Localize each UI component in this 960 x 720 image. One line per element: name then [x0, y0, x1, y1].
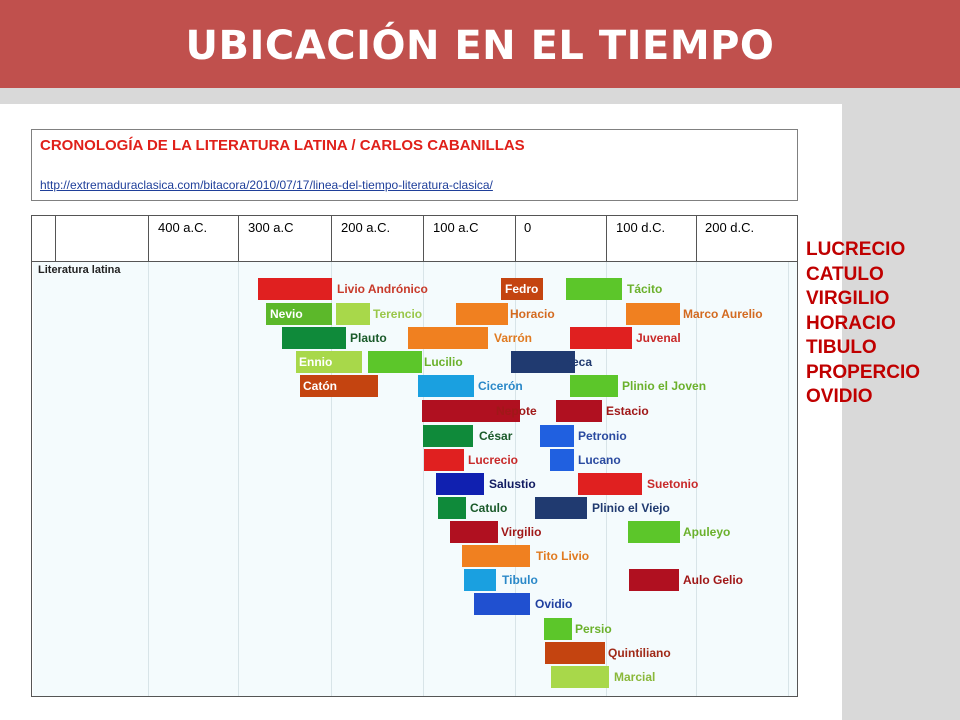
- side-item-ovidio: OVIDIO: [806, 386, 873, 407]
- highlighted-authors-list: LUCRECIO CATULO VIRGILIO HORACIO TIBULO …: [806, 238, 920, 410]
- bar-aulo-gelio: [629, 569, 679, 591]
- bar-plinio-el-joven: [570, 375, 618, 397]
- label-persio: Persio: [575, 622, 612, 636]
- label-juvenal: Juvenal: [636, 331, 681, 345]
- label-nevio: Nevio: [270, 307, 303, 321]
- label-ciceron: Cicerón: [478, 379, 523, 393]
- label-seneca: Séneca: [550, 355, 593, 369]
- bar-catulo: [438, 497, 466, 519]
- column-header-200-dc: 200 d.C.: [705, 220, 755, 235]
- label-fedro: Fedro: [505, 282, 539, 296]
- label-apuleyo: Apuleyo: [683, 525, 731, 539]
- bar-ciceron: [418, 375, 474, 397]
- column-header-100-dc: 100 d.C.: [616, 220, 666, 235]
- chronology-title: CRONOLOGÍA DE LA LITERATURA LATINA / CAR…: [40, 137, 525, 154]
- label-estacio: Estacio: [606, 404, 649, 418]
- bar-cesar: [423, 425, 473, 447]
- label-lucilio: Lucilio: [424, 355, 463, 369]
- source-link[interactable]: http://extremaduraclasica.com/bitacora/2…: [40, 178, 493, 192]
- bar-juvenal: [570, 327, 632, 349]
- bar-suetonio: [578, 473, 642, 495]
- label-tacito: Tácito: [627, 282, 663, 296]
- label-livio-andronico: Livio Andrónico: [337, 282, 428, 296]
- bar-apuleyo: [628, 521, 680, 543]
- bar-lucrecio: [424, 449, 464, 471]
- label-marco-aurelio: Marco Aurelio: [683, 307, 763, 321]
- slide-title: UBICACIÓN EN EL TIEMPO: [185, 23, 775, 69]
- column-header-200-ac: 200 a.C.: [341, 220, 391, 235]
- label-lucano: Lucano: [578, 453, 621, 467]
- bar-ennio: [296, 351, 362, 373]
- bar-plinio-el-viejo: [535, 497, 587, 519]
- label-ennio: Ennio: [299, 355, 333, 369]
- column-header-300-ac: 300 a.C: [248, 220, 294, 235]
- label-petronio: Petronio: [578, 429, 627, 443]
- label-virgilio: Virgilio: [501, 525, 542, 539]
- label-tibulo: Tibulo: [502, 573, 538, 587]
- bar-quintiliano: [545, 642, 605, 664]
- label-varron: Varrón: [494, 331, 533, 345]
- label-horacio: Horacio: [510, 307, 555, 321]
- chronology-header-box: CRONOLOGÍA DE LA LITERATURA LATINA / CAR…: [31, 129, 798, 201]
- bar-varron: [408, 327, 488, 349]
- side-item-virgilio: VIRGILIO: [806, 288, 890, 309]
- label-catulo: Catulo: [470, 501, 508, 515]
- bar-plauto: [282, 327, 346, 349]
- bar-terencio: [336, 303, 370, 325]
- label-tito-livio: Tito Livio: [536, 549, 590, 563]
- bar-nevio: [266, 303, 332, 325]
- timeline-table-border: [31, 215, 798, 697]
- bar-lucilio: [368, 351, 422, 373]
- bar-horacio: [456, 303, 508, 325]
- side-item-propercio: PROPERCIO: [806, 361, 921, 383]
- row-label-literatura-latina: Literatura latina: [38, 264, 121, 276]
- bar-ovidio: [474, 593, 530, 615]
- bar-marco-aurelio: [626, 303, 680, 325]
- bar-tibulo: [464, 569, 496, 591]
- side-item-horacio: HORACIO: [806, 312, 896, 334]
- label-plinio-el-joven: Plinio el Joven: [622, 379, 707, 393]
- bar-virgilio: [450, 521, 498, 543]
- bar-marcial: [551, 666, 609, 688]
- label-suetonio: Suetonio: [647, 477, 699, 491]
- label-nepote: Nepote: [496, 404, 537, 418]
- bar-tacito: [566, 278, 622, 300]
- bar-petronio: [540, 425, 574, 447]
- label-cesar: César: [479, 429, 513, 443]
- bar-persio: [544, 618, 572, 640]
- label-ovidio: Ovidio: [535, 597, 573, 611]
- bar-lucano: [550, 449, 574, 471]
- bar-caton: [300, 375, 378, 397]
- side-item-lucrecio: LUCRECIO: [806, 239, 906, 260]
- bar-livio-andronico: [258, 278, 332, 300]
- label-quintiliano: Quintiliano: [608, 646, 671, 660]
- bar-seneca: [511, 351, 575, 373]
- column-header-0: 0: [524, 220, 532, 235]
- column-header-100-ac: 100 a.C: [433, 220, 479, 235]
- label-lucrecio: Lucrecio: [468, 453, 519, 467]
- side-item-catulo: CATULO: [806, 263, 884, 285]
- label-plinio-el-viejo: Plinio el Viejo: [592, 501, 670, 515]
- label-plauto: Plauto: [350, 331, 387, 345]
- side-item-tibulo: TIBULO: [806, 337, 877, 358]
- bar-nepote: [422, 400, 520, 422]
- bar-tito-livio: [462, 545, 530, 567]
- label-caton: Catón: [303, 379, 337, 393]
- label-salustio: Salustio: [489, 477, 536, 491]
- label-terencio: Terencio: [373, 307, 423, 321]
- bar-fedro: [501, 278, 543, 300]
- label-marcial: Marcial: [614, 670, 656, 684]
- bar-estacio: [556, 400, 602, 422]
- bar-salustio: [436, 473, 484, 495]
- column-header-400-ac: 400 a.C.: [158, 220, 208, 235]
- title-bar: [0, 0, 960, 88]
- label-aulo-gelio: Aulo Gelio: [683, 573, 743, 587]
